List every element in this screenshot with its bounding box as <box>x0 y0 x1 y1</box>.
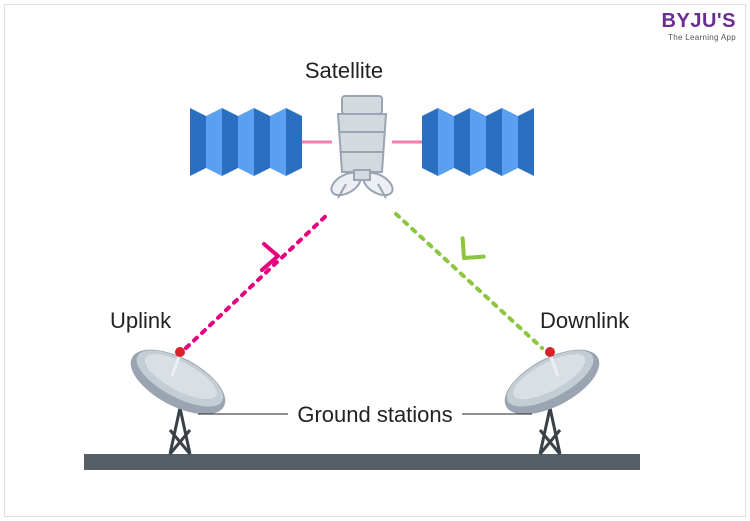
ground-bar <box>84 454 640 470</box>
downlink-arrow <box>396 214 542 348</box>
satellite-icon <box>190 96 534 200</box>
uplink-arrow <box>186 214 328 348</box>
diagram-svg <box>0 0 750 521</box>
right-ground-station <box>495 336 609 454</box>
left-ground-station <box>121 336 235 454</box>
